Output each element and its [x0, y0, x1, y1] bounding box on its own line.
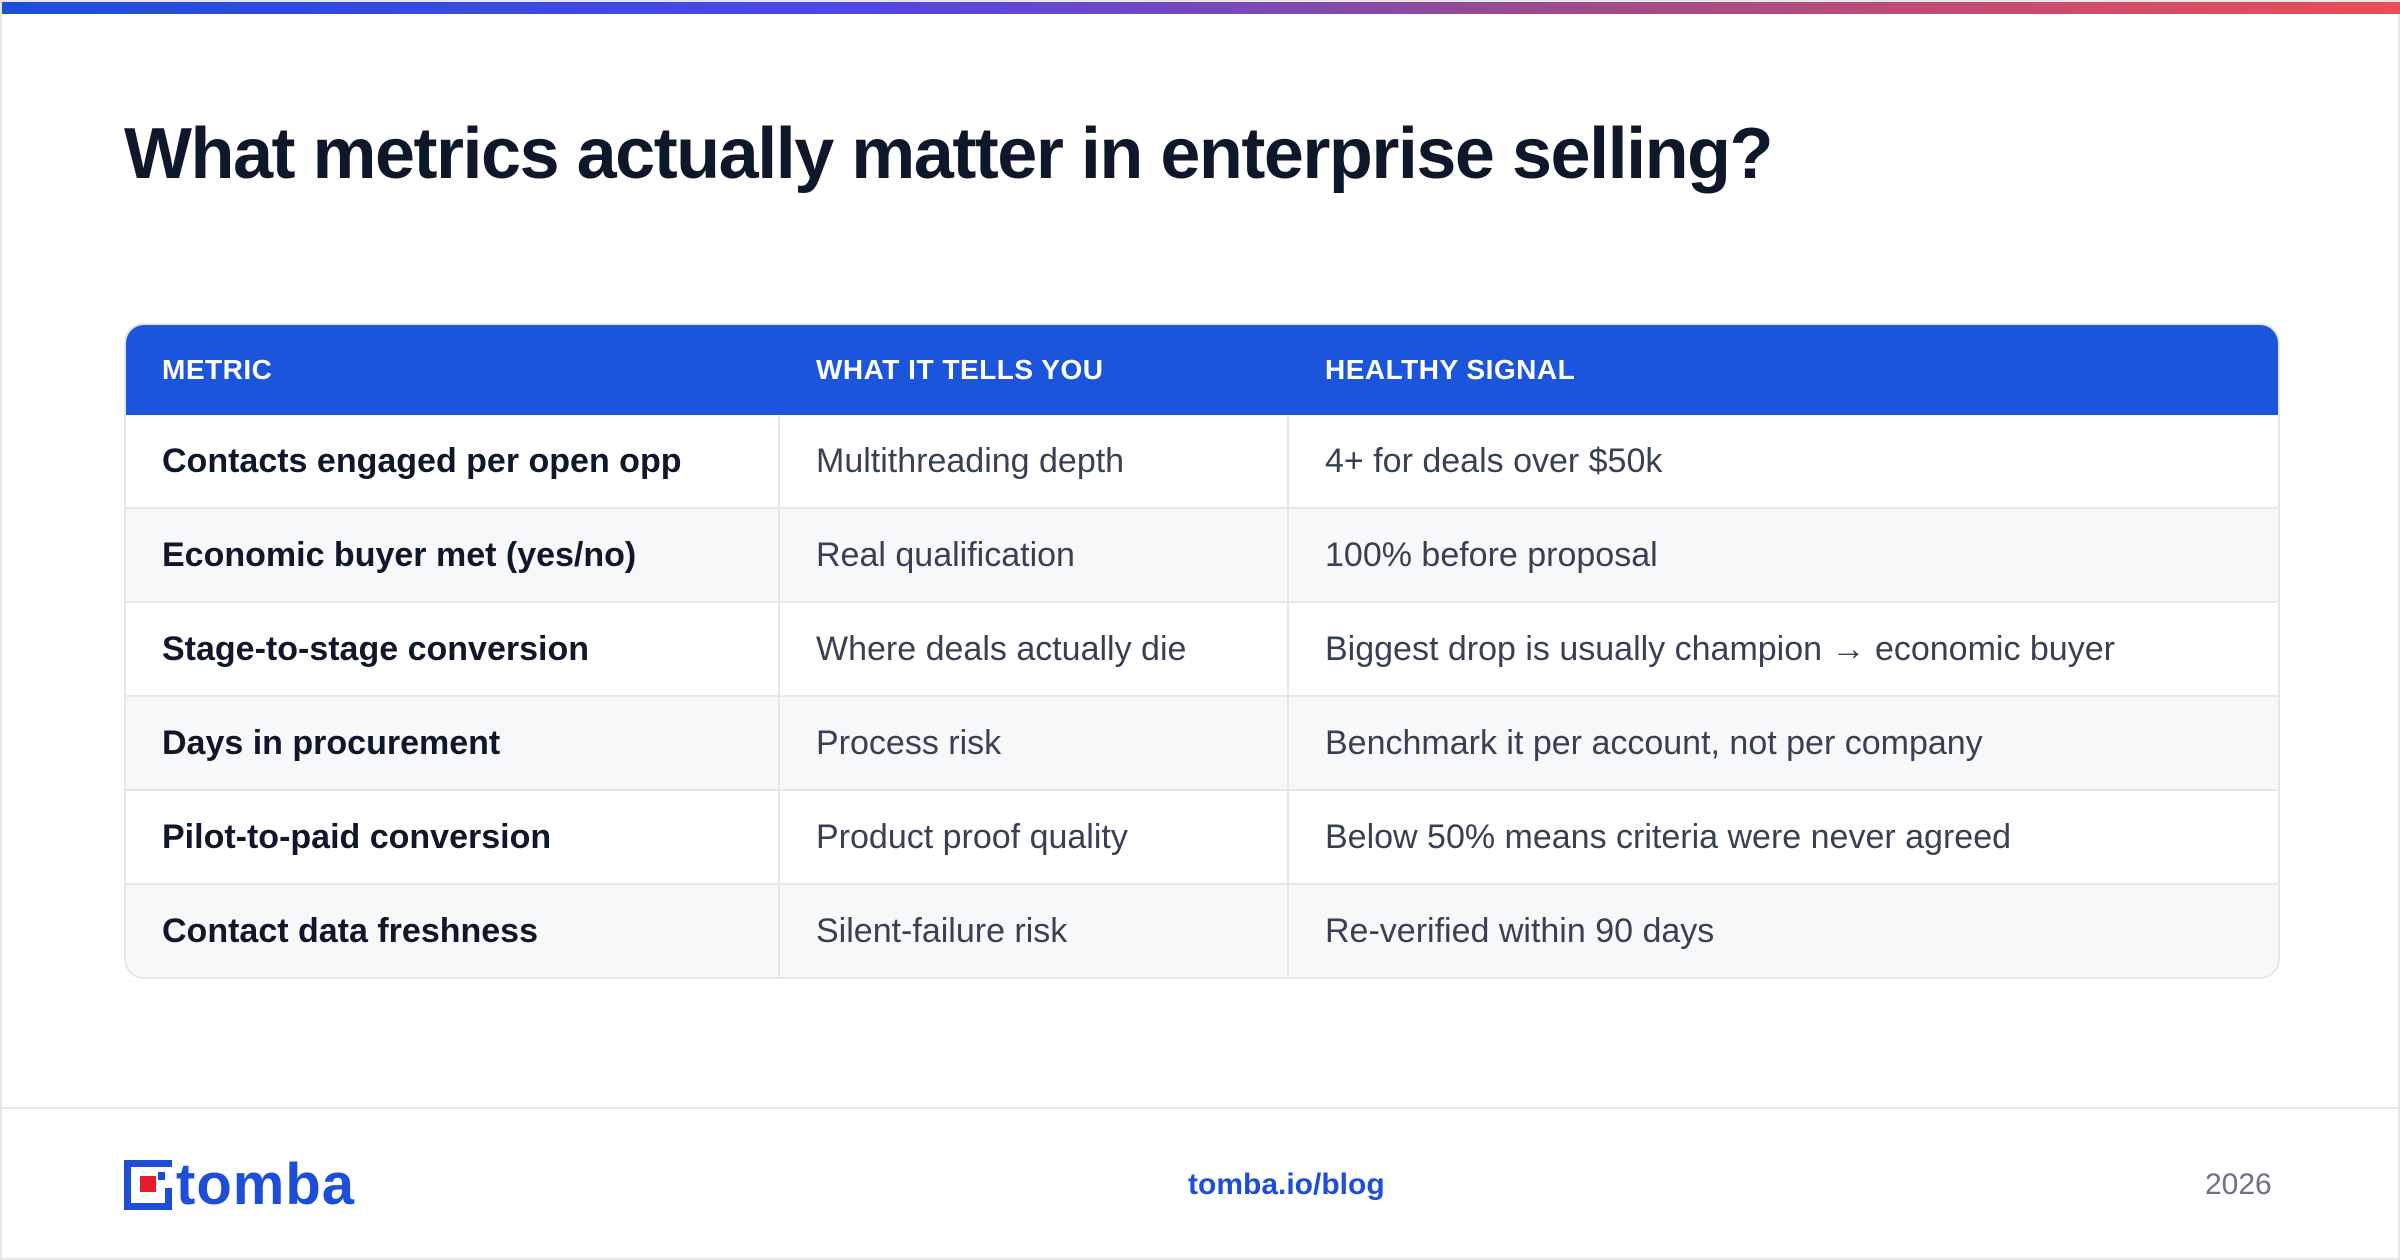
meaning-cell: Process risk: [780, 697, 1289, 789]
column-header-what-it-tells-you: WHAT IT TELLS YOU: [816, 354, 1104, 385]
footer-year: 2026: [2205, 1168, 2272, 1201]
signal-cell: 100% before proposal: [1325, 536, 1658, 574]
metric-cell: Days in procurement: [126, 697, 780, 789]
footer-divider: [2, 1107, 2400, 1109]
meaning-cell: Where deals actually die: [780, 603, 1289, 695]
column-header-metric: METRIC: [162, 354, 273, 385]
metric-cell: Stage-to-stage conversion: [126, 603, 780, 695]
signal-cell: 4+ for deals over $50k: [1325, 442, 1663, 480]
tomba-logo[interactable]: tomba: [124, 1152, 355, 1217]
signal-cell: Benchmark it per account, not per compan…: [1325, 724, 1983, 762]
logo-wordmark: tomba: [176, 1152, 355, 1217]
column-header-healthy-signal: HEALTHY SIGNAL: [1325, 354, 1576, 385]
page-title: What metrics actually matter in enterpri…: [124, 114, 1774, 194]
signal-cell: Below 50% means criteria were never agre…: [1325, 818, 2012, 856]
table-row: Economic buyer met (yes/no) Real qualifi…: [126, 507, 2278, 601]
table-body: Contacts engaged per open opp Multithrea…: [126, 415, 2278, 977]
table-row: Days in procurement Process risk Benchma…: [126, 695, 2278, 789]
signal-cell: Biggest drop is usually champion → econo…: [1325, 630, 2115, 668]
table-row: Contacts engaged per open opp Multithrea…: [126, 415, 2278, 507]
blog-link[interactable]: tomba.io/blog: [1188, 1168, 1385, 1201]
meaning-cell: Product proof quality: [780, 791, 1289, 883]
tomba-logo-icon: [124, 1160, 172, 1210]
table-row: Stage-to-stage conversion Where deals ac…: [126, 601, 2278, 695]
table-row: Contact data freshness Silent-failure ri…: [126, 883, 2278, 977]
table-header: METRIC WHAT IT TELLS YOU HEALTHY SIGNAL: [126, 325, 2278, 415]
meaning-cell: Multithreading depth: [780, 415, 1289, 507]
meaning-cell: Silent-failure risk: [780, 885, 1289, 977]
metrics-table: METRIC WHAT IT TELLS YOU HEALTHY SIGNAL …: [124, 323, 2280, 979]
accent-gradient-bar: [2, 2, 2400, 14]
metric-cell: Contacts engaged per open opp: [126, 415, 780, 507]
metric-cell: Economic buyer met (yes/no): [126, 509, 780, 601]
metric-cell: Pilot-to-paid conversion: [126, 791, 780, 883]
meaning-cell: Real qualification: [780, 509, 1289, 601]
table-row: Pilot-to-paid conversion Product proof q…: [126, 789, 2278, 883]
metric-cell: Contact data freshness: [126, 885, 780, 977]
signal-cell: Re-verified within 90 days: [1325, 912, 1715, 950]
